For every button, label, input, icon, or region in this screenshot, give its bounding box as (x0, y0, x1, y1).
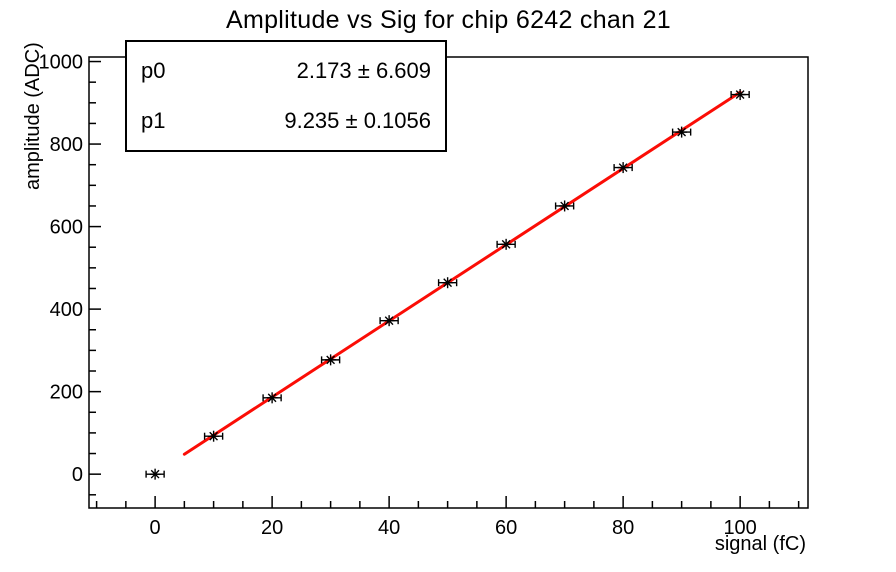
x-tick-label: 20 (261, 517, 283, 539)
y-tick-label: 200 (50, 382, 83, 404)
x-axis-title: signal (fC) (714, 533, 806, 555)
stat-name-p0: p0 (141, 58, 166, 83)
x-tick-label: 60 (495, 517, 517, 539)
data-point-marker (730, 89, 750, 101)
y-tick-label: 800 (50, 134, 83, 156)
x-tick-label: 80 (612, 517, 634, 539)
x-axis-ticks: 0 20 40 60 80 100 (95, 496, 800, 539)
data-point-marker (203, 430, 224, 442)
y-tick-label: 600 (50, 217, 83, 239)
data-point-marker (437, 277, 458, 289)
y-tick-label: 1000 (39, 52, 84, 74)
y-axis-ticks: 0 200 400 600 800 1000 (39, 52, 101, 496)
y-tick-label: 0 (72, 464, 83, 486)
stat-name-p1: p1 (141, 108, 166, 133)
stat-row-p1: p1 9.235 ± 0.1056 (141, 108, 431, 134)
x-tick-label: 40 (378, 517, 400, 539)
data-points (145, 89, 750, 480)
data-point-marker (554, 200, 575, 212)
plot-title: Amplitude vs Sig for chip 6242 chan 21 (226, 6, 671, 34)
fit-line-segment (182, 90, 742, 456)
x-tick-label: 100 (723, 517, 756, 539)
fit-line (182, 90, 742, 456)
data-point-marker (379, 315, 399, 327)
stat-value-p1: 9.235 ± 0.1056 (284, 108, 431, 133)
data-point-marker (320, 354, 341, 366)
data-point-marker (145, 468, 165, 480)
data-point-marker (262, 392, 282, 404)
data-point-marker (496, 238, 516, 250)
y-tick-label: 400 (50, 299, 83, 321)
plot-frame (88, 56, 809, 509)
fit-stats-box: p0 2.173 ± 6.609 p1 9.235 ± 0.1056 (125, 40, 447, 152)
stat-row-p0: p0 2.173 ± 6.609 (141, 58, 431, 84)
y-axis-title: amplitude (ADC) (22, 42, 44, 190)
stat-value-p0: 2.173 ± 6.609 (296, 58, 431, 83)
data-point-marker (613, 162, 633, 174)
x-tick-label: 0 (150, 517, 161, 539)
data-point-marker (671, 126, 692, 138)
